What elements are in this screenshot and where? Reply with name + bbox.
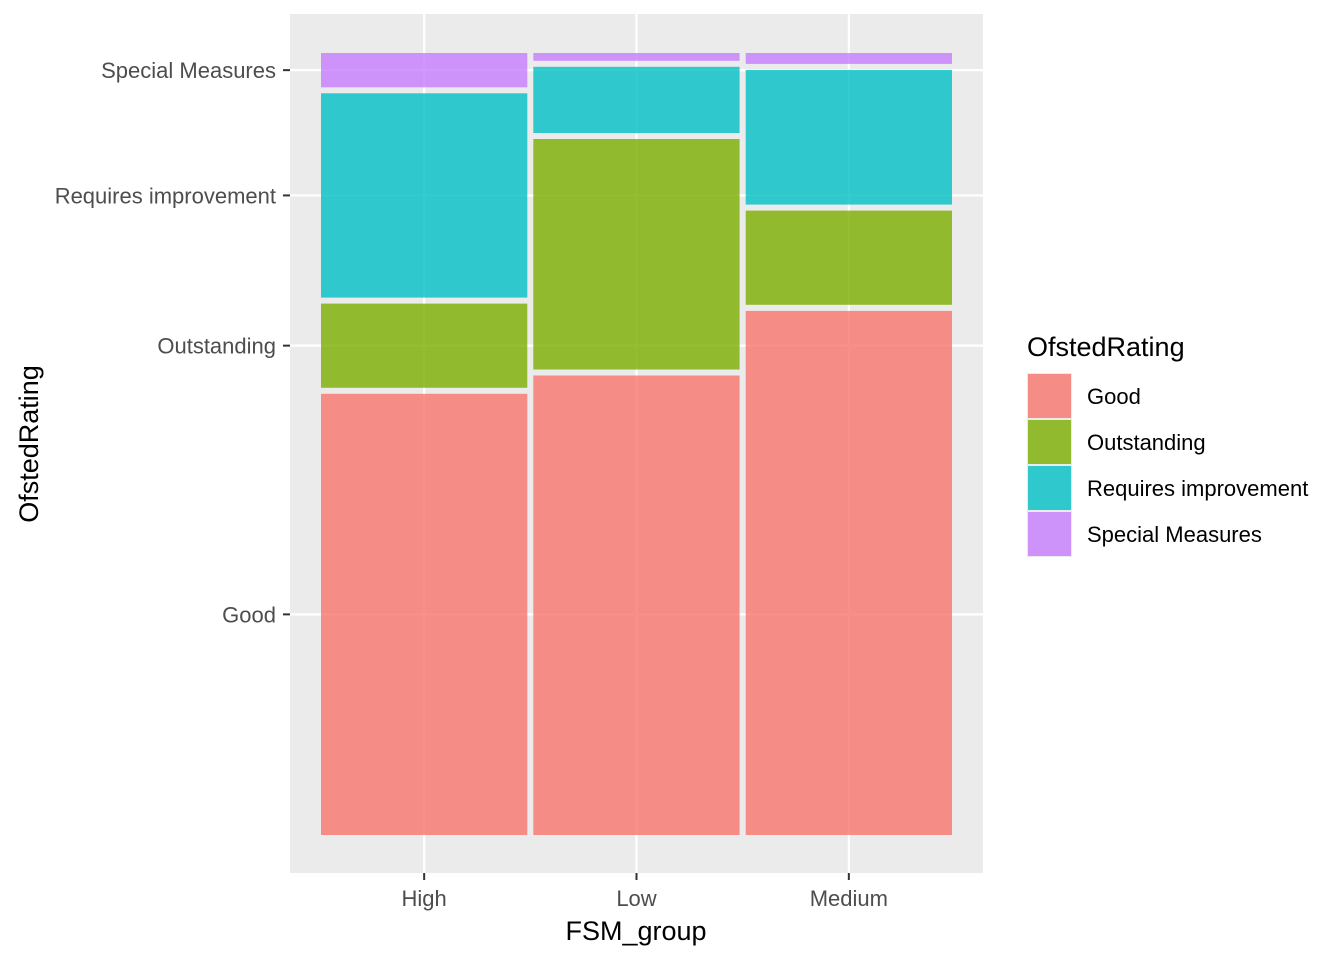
- tile-low-outstanding: [533, 139, 740, 370]
- x-tick-label-medium: Medium: [810, 886, 888, 911]
- tile-high-good: [321, 393, 528, 835]
- legend-swatch-good: [1028, 374, 1071, 418]
- legend-swatch-special-measures: [1028, 512, 1071, 556]
- tile-low-requires-improvement: [533, 66, 740, 133]
- y-tick-label-requires-improvement: Requires improvement: [55, 183, 276, 208]
- y-tick-label-special-measures: Special Measures: [101, 58, 276, 83]
- tile-low-special-measures: [533, 53, 740, 61]
- tile-high-requires-improvement: [321, 93, 528, 298]
- legend-label-good: Good: [1087, 384, 1141, 409]
- mosaic-tiles: [321, 53, 952, 835]
- y-tick-label-good: Good: [222, 602, 276, 627]
- tile-high-special-measures: [321, 53, 528, 88]
- x-axis-title: FSM_group: [565, 916, 706, 946]
- tile-medium-good: [745, 310, 952, 835]
- y-tick-label-outstanding: Outstanding: [157, 334, 276, 359]
- legend-swatch-outstanding: [1028, 420, 1071, 464]
- tile-medium-outstanding: [745, 210, 952, 305]
- tile-low-good: [533, 375, 740, 835]
- legend: OfstedRating Good Outstanding Requires imp…: [1027, 332, 1308, 557]
- legend-label-special-measures: Special Measures: [1087, 522, 1262, 547]
- x-tick-label-high: High: [402, 886, 447, 911]
- x-tick-label-low: Low: [616, 886, 656, 911]
- legend-swatch-requires-improvement: [1028, 466, 1071, 510]
- tile-medium-special-measures: [745, 53, 952, 64]
- axes: High Low Medium Good Outstanding Requires imp…: [55, 58, 888, 911]
- y-axis-title: OfstedRating: [14, 365, 44, 523]
- legend-label-requires-improvement: Requires improvement: [1087, 476, 1308, 501]
- legend-title: OfstedRating: [1027, 332, 1185, 362]
- legend-label-outstanding: Outstanding: [1087, 430, 1206, 455]
- tile-high-outstanding: [321, 303, 528, 388]
- tile-medium-requires-improvement: [745, 69, 952, 205]
